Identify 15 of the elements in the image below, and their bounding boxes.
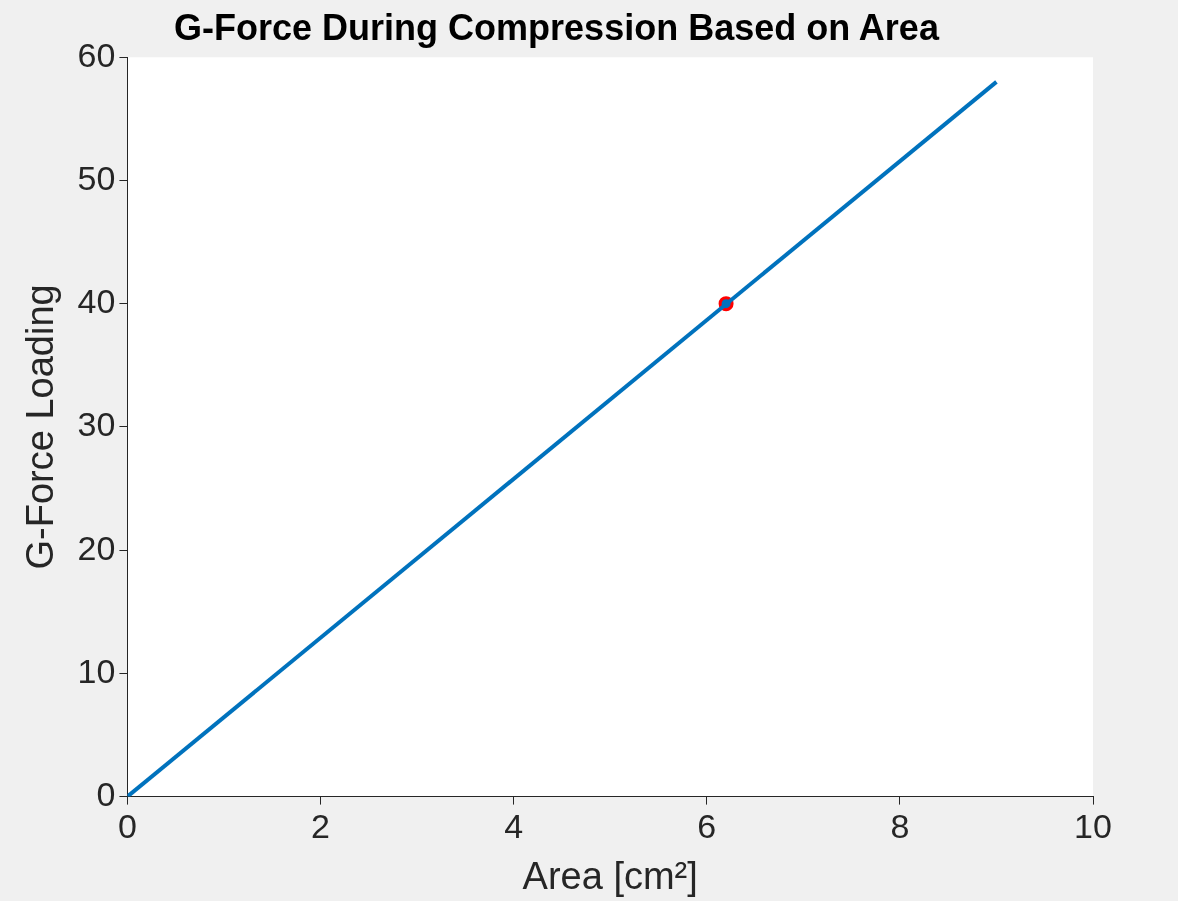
y-tick-label: 40 bbox=[77, 282, 116, 321]
x-tick-label: 10 bbox=[1074, 807, 1112, 846]
y-tick-label: 30 bbox=[77, 405, 116, 444]
x-tick-label: 8 bbox=[890, 807, 910, 846]
y-tick-label: 50 bbox=[77, 158, 116, 197]
y-tick-label: 0 bbox=[96, 774, 116, 813]
chart-title: G-Force During Compression Based on Area bbox=[174, 6, 940, 48]
y-axis-title: G-Force Loading bbox=[19, 284, 62, 570]
x-tick-label: 6 bbox=[697, 807, 717, 846]
x-tick-label: 2 bbox=[311, 807, 330, 846]
x-tick-label: 4 bbox=[504, 807, 524, 846]
y-tick-label: 20 bbox=[77, 528, 116, 567]
y-tick-label: 10 bbox=[77, 651, 116, 690]
x-axis-title: Area [cm²] bbox=[522, 854, 698, 897]
y-tick-label: 60 bbox=[77, 35, 116, 74]
